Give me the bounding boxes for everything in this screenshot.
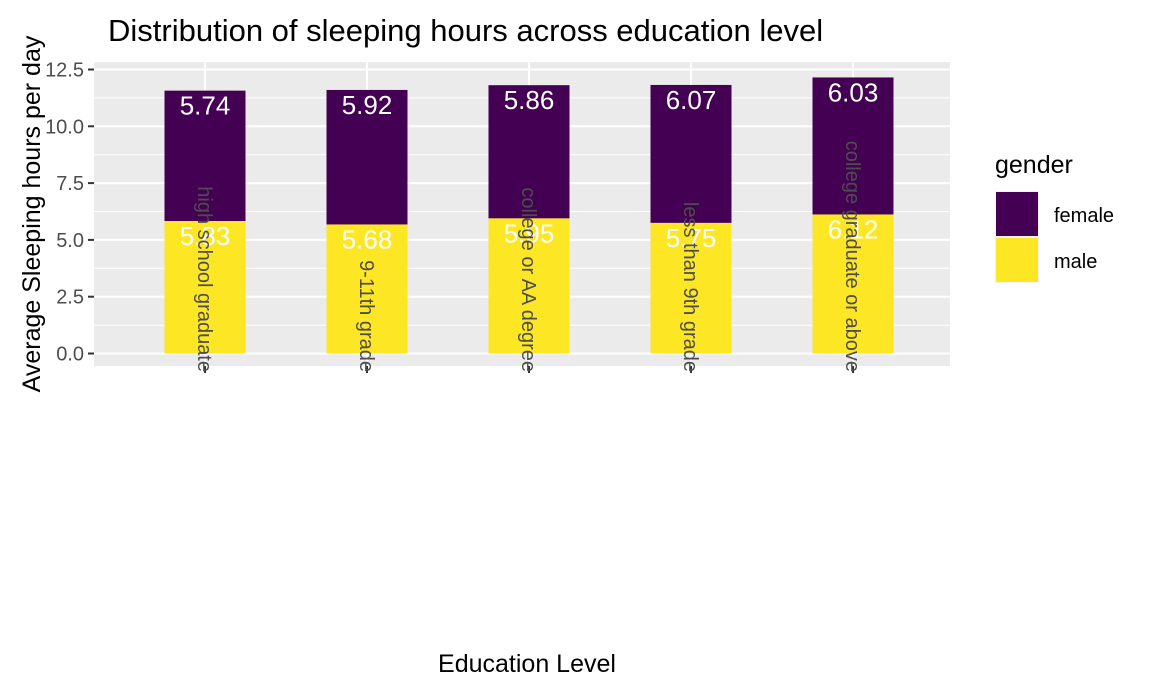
bar-female (812, 77, 894, 215)
y-tick-label: 2.5 (56, 287, 84, 309)
y-tick-label: 5.0 (56, 230, 84, 252)
y-axis: 0.0 2.5 5.0 7.5 10.0 12.5 (45, 60, 94, 366)
bar-value-label: 5.95 (504, 218, 555, 248)
bar-male (812, 214, 894, 354)
x-tick-label: college or AA degree (517, 187, 539, 372)
x-tick-label: high school graduate (193, 186, 215, 372)
y-axis-title: Average Sleeping hours per day (18, 35, 46, 392)
bar-female (326, 89, 408, 225)
bar-value-label: 6.07 (666, 85, 717, 115)
bar-value-label: 5.68 (342, 224, 393, 254)
bar-female (650, 84, 732, 223)
legend-swatch-male (996, 238, 1038, 282)
legend-title: gender (995, 151, 1073, 179)
bars (164, 77, 894, 354)
bar-value-labels: 5.83 5.74 5.68 5.92 5.95 5.86 5.75 6.07 6.12 6.03 (180, 77, 879, 254)
bar-value-label: 6.12 (828, 214, 879, 244)
legend-swatch-female (996, 192, 1038, 236)
bar-value-label: 5.83 (180, 221, 231, 251)
y-tick-label: 7.5 (56, 173, 84, 195)
y-tick-label: 0.0 (56, 344, 84, 366)
x-tick-label: less than 9th grade (679, 202, 701, 372)
x-axis: high school graduate 9-11th grade college … (193, 141, 863, 373)
bar-male (164, 221, 246, 354)
y-tick-label: 12.5 (45, 60, 84, 82)
bar-male (650, 222, 732, 354)
bar-value-label: 5.86 (504, 85, 555, 115)
bar-female (164, 90, 246, 222)
x-tick-label: college graduate or above (841, 141, 863, 372)
bar-male (488, 218, 570, 354)
x-tick-label: 9-11th grade (355, 260, 377, 372)
bar-female (488, 85, 570, 219)
bar-value-label: 6.03 (828, 77, 879, 107)
y-tick-label: 10.0 (45, 116, 84, 138)
bar-value-label: 5.75 (666, 223, 717, 253)
legend-label: male (1054, 251, 1097, 273)
legend-label: female (1054, 205, 1114, 227)
chart-title: Distribution of sleeping hours across ed… (108, 13, 823, 48)
x-axis-title: Education Level (438, 650, 616, 678)
legend: gender female male (995, 151, 1114, 283)
bar-value-label: 5.92 (342, 90, 393, 120)
bar-male (326, 224, 408, 354)
bar-value-label: 5.74 (180, 91, 231, 121)
